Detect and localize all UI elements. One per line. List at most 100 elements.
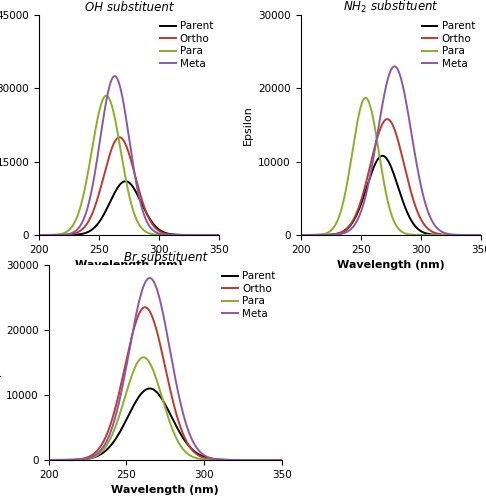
Line: Para: Para (49, 358, 290, 460)
Meta (223, 232, 228, 238)
Para (236, 457, 242, 463)
Parent (287, 457, 293, 463)
Para (223, 232, 228, 238)
Legend: Parent, Ortho, Para, Meta: Parent, Ortho, Para, Meta (157, 18, 216, 72)
Para (217, 232, 223, 238)
X-axis label: Wavelength (nm): Wavelength (nm) (111, 486, 219, 496)
Parent (46, 457, 52, 463)
Ortho (217, 232, 223, 238)
Title: Br substituent: Br substituent (123, 251, 207, 264)
Ortho (236, 457, 242, 463)
Meta (388, 66, 394, 72)
Meta (156, 296, 162, 302)
Parent (217, 232, 223, 238)
Parent (122, 178, 128, 184)
Meta (392, 64, 398, 70)
X-axis label: Wavelength (nm): Wavelength (nm) (75, 260, 183, 270)
Line: Parent: Parent (39, 181, 226, 235)
Meta (280, 457, 286, 463)
Ortho (223, 232, 228, 238)
Line: Ortho: Ortho (301, 119, 486, 235)
Y-axis label: Epsilon: Epsilon (243, 105, 253, 145)
Para (217, 232, 223, 238)
Ortho (479, 232, 485, 238)
Para (383, 192, 389, 198)
Para (287, 457, 293, 463)
Para (298, 232, 304, 238)
Legend: Parent, Ortho, Para, Meta: Parent, Ortho, Para, Meta (219, 268, 279, 322)
Legend: Parent, Ortho, Para, Meta: Parent, Ortho, Para, Meta (418, 18, 478, 72)
Parent (236, 457, 242, 463)
Ortho (479, 232, 485, 238)
Parent (479, 232, 485, 238)
Para (140, 354, 146, 360)
Parent (280, 457, 286, 463)
Ortho (388, 120, 394, 126)
Ortho (117, 134, 122, 140)
Meta (217, 232, 223, 238)
Line: Parent: Parent (301, 156, 486, 235)
Para (484, 232, 486, 238)
Ortho (58, 457, 64, 463)
Meta (217, 232, 223, 238)
Para (36, 232, 42, 238)
Meta (298, 232, 304, 238)
Line: Ortho: Ortho (39, 137, 226, 235)
Para (388, 212, 394, 218)
Ortho (307, 232, 313, 238)
Ortho (383, 116, 389, 122)
Parent (280, 457, 286, 463)
Parent (122, 178, 127, 184)
Para (183, 232, 189, 238)
Para (479, 232, 485, 238)
Parent (298, 232, 304, 238)
Meta (445, 231, 451, 237)
Parent (217, 232, 223, 238)
Parent (484, 232, 486, 238)
Para (156, 386, 162, 392)
Para (58, 457, 64, 463)
Parent (307, 232, 313, 238)
Meta (183, 232, 189, 238)
Para (122, 170, 128, 176)
Ortho (122, 140, 128, 145)
Ortho (445, 232, 451, 238)
Meta (479, 232, 485, 238)
Ortho (298, 232, 304, 238)
Meta (127, 139, 133, 145)
Para (307, 232, 313, 238)
Meta (147, 275, 153, 281)
Line: Meta: Meta (49, 278, 290, 460)
Para (280, 457, 286, 463)
Parent (147, 386, 153, 392)
Parent (127, 180, 133, 186)
Ortho (46, 232, 52, 238)
Meta (307, 232, 313, 238)
Para (127, 194, 133, 200)
Parent (163, 403, 169, 409)
Parent (445, 232, 451, 238)
Parent (183, 232, 189, 238)
Ortho (287, 457, 293, 463)
Parent (58, 457, 64, 463)
Parent (36, 232, 42, 238)
Meta (112, 73, 118, 79)
Meta (280, 457, 286, 463)
Ortho (484, 232, 486, 238)
Ortho (163, 368, 169, 374)
Para (46, 232, 52, 238)
Ortho (217, 232, 223, 238)
Ortho (36, 232, 42, 238)
Meta (383, 82, 389, 88)
X-axis label: Wavelength (nm): Wavelength (nm) (337, 260, 445, 270)
Parent (223, 232, 228, 238)
Ortho (183, 232, 189, 238)
Line: Para: Para (301, 98, 486, 235)
Parent (383, 156, 389, 162)
Para (479, 232, 485, 238)
Line: Para: Para (39, 96, 226, 235)
Title: OH substituent: OH substituent (85, 1, 174, 14)
Meta (58, 457, 64, 463)
Meta (484, 232, 486, 238)
Para (363, 95, 368, 101)
